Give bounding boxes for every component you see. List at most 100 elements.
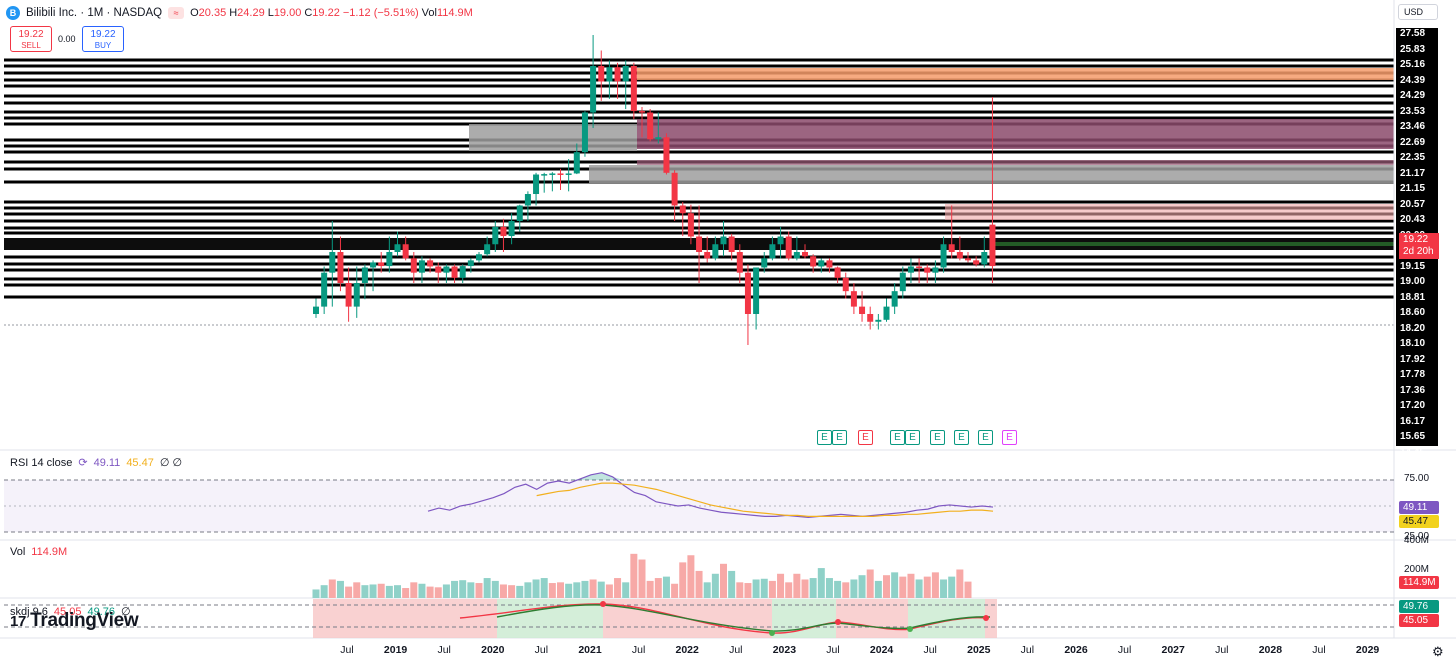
- candle-body: [541, 174, 548, 176]
- candle-body: [410, 258, 417, 273]
- earnings-event-badge[interactable]: E: [890, 430, 905, 445]
- candle-body: [736, 252, 743, 273]
- volume-bar: [589, 579, 597, 598]
- earnings-event-badge[interactable]: E: [905, 430, 920, 445]
- candle-body: [948, 244, 955, 252]
- time-tick-label: Jul: [1020, 644, 1035, 656]
- price-tick-label: 22.35: [1400, 152, 1426, 163]
- time-tick-label: 2021: [578, 644, 602, 656]
- candle-body: [573, 152, 580, 174]
- earnings-event-badge[interactable]: E: [1002, 430, 1017, 445]
- volume-bar: [695, 570, 703, 598]
- volume-label: Vol: [10, 546, 26, 558]
- currency-selector[interactable]: USD: [1398, 4, 1438, 20]
- volume-bar: [605, 584, 613, 598]
- rsi-ma-tag: 45.47: [1399, 515, 1439, 528]
- volume-bar: [752, 579, 760, 598]
- grey-zone: [589, 165, 1394, 183]
- rsi-extra: ∅ ∅: [159, 457, 183, 469]
- candle-body: [321, 272, 328, 307]
- candle-body: [850, 291, 857, 307]
- earnings-event-badge[interactable]: E: [978, 430, 993, 445]
- candle-body: [394, 244, 401, 252]
- volume-bar: [475, 583, 483, 598]
- buy-button[interactable]: 19.22 BUY: [82, 26, 124, 52]
- refresh-icon[interactable]: ⟳: [78, 457, 88, 469]
- candle-body: [647, 112, 654, 140]
- market-status-badge: ≈: [168, 7, 185, 19]
- volume-bar: [581, 580, 589, 598]
- volume-bar: [785, 582, 793, 598]
- candle-body: [891, 291, 898, 307]
- volume-bar: [638, 559, 646, 598]
- rsi-ma-value: 45.47: [126, 456, 154, 469]
- rsi-overbought-fill: [428, 472, 993, 480]
- skdj-cross-dot: [983, 615, 989, 621]
- settings-gear-icon[interactable]: ⚙: [1432, 644, 1444, 659]
- volume-bar: [491, 580, 499, 598]
- symbol-title[interactable]: Bilibili Inc. · 1M · NASDAQ: [26, 7, 163, 19]
- candle-body: [720, 236, 727, 245]
- candle-body: [443, 266, 450, 273]
- time-tick-label: 2023: [772, 644, 797, 656]
- price-tick-label: 20.43: [1400, 214, 1426, 225]
- ohlc-key: C: [304, 7, 313, 19]
- symbol-header: B Bilibili Inc. · 1M · NASDAQ ≈ O20.35 H2…: [6, 4, 473, 22]
- rsi-level-high: 75.00: [1404, 473, 1430, 484]
- candle-body: [459, 266, 466, 278]
- candle-body: [802, 252, 808, 257]
- candle-body: [989, 224, 996, 267]
- volume-bar: [842, 582, 850, 598]
- volume-value-tag: 114.9M: [1399, 576, 1439, 589]
- earnings-event-badge[interactable]: E: [954, 430, 969, 445]
- time-tick-label: Jul: [729, 644, 743, 656]
- volume-bar: [508, 585, 516, 598]
- rsi-legend[interactable]: RSI 14 close ⟳ 49.11 45.47 ∅ ∅: [10, 456, 183, 470]
- volume-bar: [687, 555, 695, 598]
- earnings-event-badge[interactable]: E: [832, 430, 847, 445]
- skdj-cross-dot: [769, 630, 775, 636]
- candle-body: [687, 213, 694, 237]
- candle-body: [590, 66, 597, 113]
- volume-bar: [931, 572, 939, 598]
- price-tick-label: 21.17: [1400, 167, 1426, 179]
- earnings-event-badge[interactable]: E: [858, 430, 873, 445]
- price-tick-label: 18.20: [1400, 322, 1426, 334]
- sell-button[interactable]: 19.22 SELL: [10, 26, 52, 52]
- earnings-event-badge[interactable]: E: [817, 430, 832, 445]
- volume-bar: [956, 569, 964, 598]
- price-tick-label: 20.57: [1400, 198, 1426, 210]
- volume-bar: [825, 578, 833, 598]
- time-tick-label: 2019: [383, 644, 408, 656]
- candle-body: [361, 267, 368, 283]
- rsi-ma-line: [536, 482, 994, 518]
- candle-body: [956, 252, 963, 259]
- candle-body: [549, 173, 556, 175]
- candle-body: [370, 262, 377, 268]
- red-zone: [945, 204, 1394, 220]
- volume-bar: [744, 583, 752, 598]
- skdj-legend[interactable]: skdj 9 6 45.05 49.76 ∅: [10, 605, 131, 619]
- volume-bar: [516, 585, 524, 598]
- candle-body: [533, 174, 540, 195]
- price-tick-label: 17.78: [1400, 369, 1426, 380]
- volume-tick-400m: 400M: [1404, 535, 1430, 546]
- volume-bar: [459, 580, 467, 598]
- volume-bar: [573, 582, 581, 598]
- volume-bar: [948, 576, 956, 598]
- price-tick-label: 18.60: [1400, 307, 1426, 318]
- candle-body: [345, 283, 352, 307]
- volume-bar: [442, 584, 450, 598]
- rsi-label: RSI 14 close: [10, 456, 73, 469]
- volume-bar: [434, 587, 442, 598]
- volume-legend[interactable]: Vol 114.9M: [10, 546, 67, 558]
- volume-bar: [703, 582, 711, 598]
- ohlc-item: C19.22: [304, 7, 339, 19]
- earnings-event-badge[interactable]: E: [930, 430, 945, 445]
- volume-bar: [874, 580, 882, 598]
- volume-bar: [377, 583, 385, 598]
- tradingview-logo[interactable]: 17 TradingView: [10, 610, 139, 632]
- volume-bar: [540, 578, 548, 598]
- volume-bar: [622, 582, 630, 598]
